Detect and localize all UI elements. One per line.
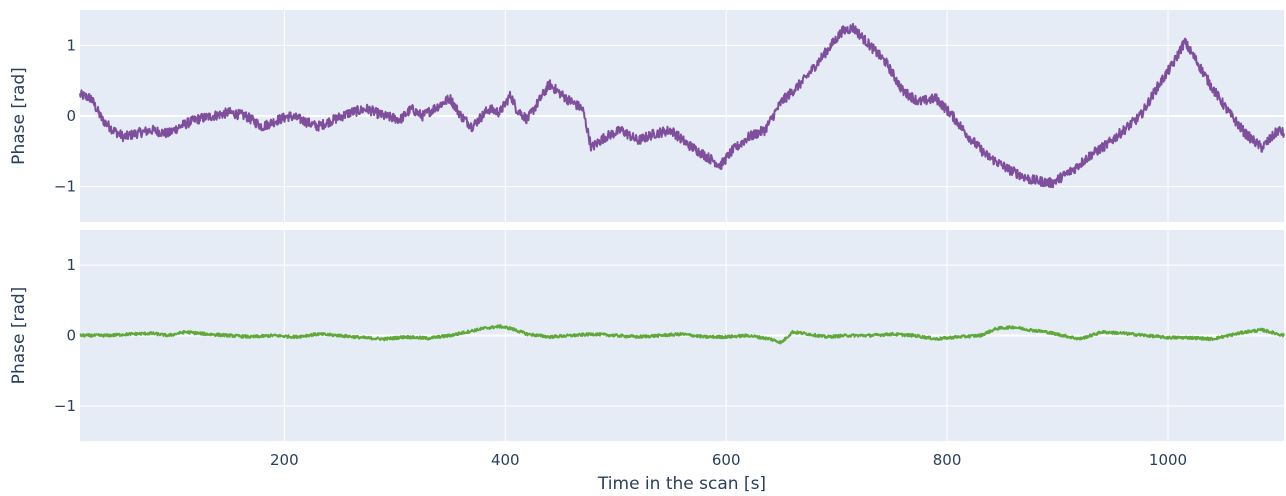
y-tick-label: 0 bbox=[66, 327, 76, 345]
x-axis-title: Time in the scan [s] bbox=[597, 474, 766, 494]
y-tick-label: −1 bbox=[54, 178, 76, 196]
y-axis-title: Phase [rad] bbox=[9, 67, 29, 165]
series-line bbox=[79, 324, 1285, 345]
y-tick-label: −1 bbox=[54, 397, 76, 415]
x-tick-label: 1000 bbox=[1149, 451, 1187, 469]
series-line bbox=[79, 22, 1285, 189]
y-tick-label: 0 bbox=[66, 107, 76, 125]
y-axis-title: Phase [rad] bbox=[9, 287, 29, 385]
y-tick-label: 1 bbox=[66, 256, 76, 274]
y-tick-label: 1 bbox=[66, 36, 76, 54]
x-tick-label: 200 bbox=[270, 451, 299, 469]
top-panel: 1 0 −1 Phase [rad] bbox=[9, 10, 1285, 222]
x-tick-label: 400 bbox=[491, 451, 520, 469]
x-tick-label: 600 bbox=[712, 451, 741, 469]
x-tick-label: 800 bbox=[933, 451, 962, 469]
bottom-panel: 1 0 −1 200 400 600 800 1000 Phase [rad] bbox=[9, 230, 1285, 469]
